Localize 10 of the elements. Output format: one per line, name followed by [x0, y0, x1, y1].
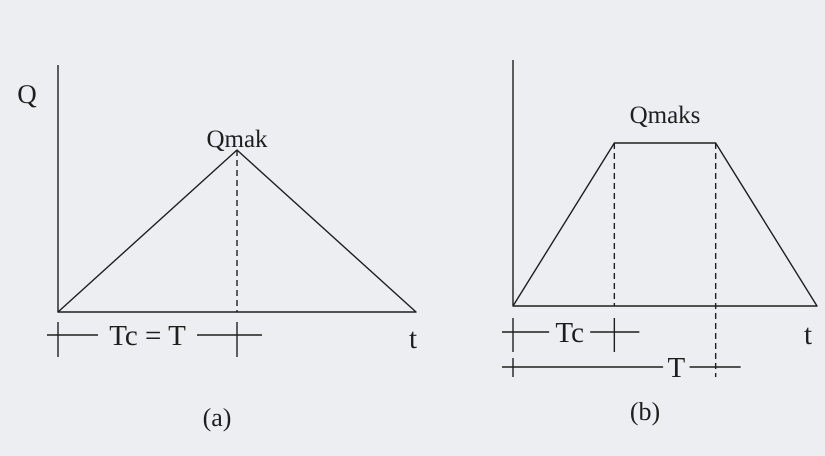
text: Tc = T — [109, 320, 186, 352]
x-axis-title: t — [408, 323, 418, 355]
y-axis-title: Q — [17, 79, 38, 109]
x-axis-title: t — [804, 319, 812, 351]
text: Qmaks — [630, 102, 700, 129]
text: T — [667, 352, 686, 384]
text: (b) — [630, 397, 660, 426]
text: (a) — [202, 403, 232, 432]
annotation: Qmak — [206, 126, 268, 153]
text: Tc — [555, 317, 584, 349]
